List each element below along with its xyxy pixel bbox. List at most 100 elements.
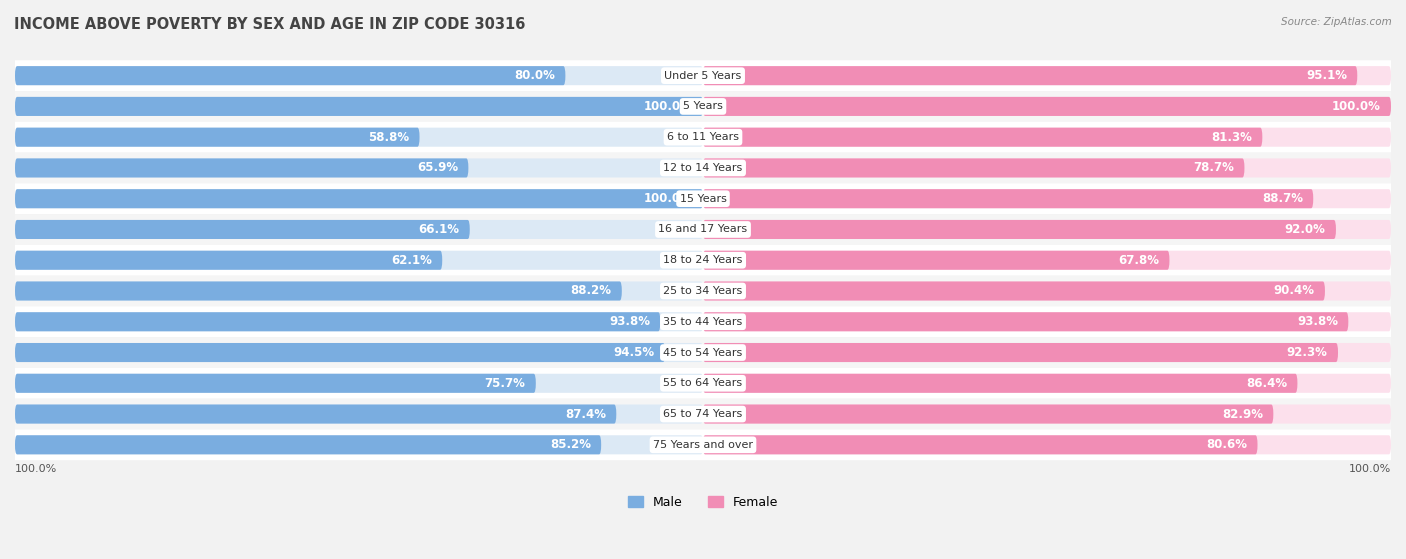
Text: 92.0%: 92.0% — [1285, 223, 1326, 236]
FancyBboxPatch shape — [703, 158, 1391, 178]
Text: 65 to 74 Years: 65 to 74 Years — [664, 409, 742, 419]
FancyBboxPatch shape — [15, 158, 468, 178]
FancyBboxPatch shape — [703, 343, 1391, 362]
FancyBboxPatch shape — [703, 435, 1391, 454]
Text: 45 to 54 Years: 45 to 54 Years — [664, 348, 742, 358]
Text: 58.8%: 58.8% — [368, 131, 409, 144]
Text: 88.2%: 88.2% — [571, 285, 612, 297]
FancyBboxPatch shape — [703, 189, 1313, 209]
Text: 85.2%: 85.2% — [550, 438, 591, 451]
FancyBboxPatch shape — [15, 343, 665, 362]
Text: 86.4%: 86.4% — [1246, 377, 1286, 390]
FancyBboxPatch shape — [15, 337, 1391, 368]
FancyBboxPatch shape — [15, 374, 536, 393]
Text: 6 to 11 Years: 6 to 11 Years — [666, 132, 740, 142]
FancyBboxPatch shape — [15, 405, 703, 424]
FancyBboxPatch shape — [15, 66, 703, 85]
FancyBboxPatch shape — [703, 250, 1170, 270]
FancyBboxPatch shape — [15, 66, 565, 85]
FancyBboxPatch shape — [703, 97, 1391, 116]
FancyBboxPatch shape — [703, 435, 1257, 454]
Text: 100.0%: 100.0% — [644, 100, 693, 113]
Text: 82.9%: 82.9% — [1222, 408, 1263, 420]
Text: 81.3%: 81.3% — [1211, 131, 1251, 144]
Text: Under 5 Years: Under 5 Years — [665, 70, 741, 80]
Text: 93.8%: 93.8% — [1296, 315, 1339, 328]
Text: Source: ZipAtlas.com: Source: ZipAtlas.com — [1281, 17, 1392, 27]
FancyBboxPatch shape — [703, 66, 1357, 85]
Text: 93.8%: 93.8% — [609, 315, 650, 328]
Legend: Male, Female: Male, Female — [623, 491, 783, 514]
FancyBboxPatch shape — [703, 97, 1391, 116]
FancyBboxPatch shape — [703, 282, 1324, 301]
FancyBboxPatch shape — [703, 66, 1391, 85]
FancyBboxPatch shape — [703, 374, 1391, 393]
FancyBboxPatch shape — [15, 435, 703, 454]
Text: 16 and 17 Years: 16 and 17 Years — [658, 225, 748, 234]
Text: 92.3%: 92.3% — [1286, 346, 1327, 359]
FancyBboxPatch shape — [703, 158, 1244, 178]
FancyBboxPatch shape — [15, 91, 1391, 122]
Text: 94.5%: 94.5% — [613, 346, 655, 359]
FancyBboxPatch shape — [703, 312, 1348, 331]
FancyBboxPatch shape — [15, 343, 703, 362]
FancyBboxPatch shape — [703, 220, 1336, 239]
FancyBboxPatch shape — [15, 312, 703, 331]
Text: 25 to 34 Years: 25 to 34 Years — [664, 286, 742, 296]
FancyBboxPatch shape — [15, 374, 703, 393]
FancyBboxPatch shape — [15, 127, 419, 146]
Text: 80.0%: 80.0% — [515, 69, 555, 82]
Text: 18 to 24 Years: 18 to 24 Years — [664, 255, 742, 265]
FancyBboxPatch shape — [15, 306, 1391, 337]
FancyBboxPatch shape — [15, 220, 470, 239]
Text: 5 Years: 5 Years — [683, 101, 723, 111]
FancyBboxPatch shape — [15, 282, 621, 301]
Text: 80.6%: 80.6% — [1206, 438, 1247, 451]
FancyBboxPatch shape — [15, 183, 1391, 214]
Text: 66.1%: 66.1% — [419, 223, 460, 236]
FancyBboxPatch shape — [703, 343, 1339, 362]
Text: 90.4%: 90.4% — [1274, 285, 1315, 297]
FancyBboxPatch shape — [15, 368, 1391, 399]
FancyBboxPatch shape — [15, 250, 703, 270]
FancyBboxPatch shape — [15, 189, 703, 209]
FancyBboxPatch shape — [15, 189, 703, 209]
Text: INCOME ABOVE POVERTY BY SEX AND AGE IN ZIP CODE 30316: INCOME ABOVE POVERTY BY SEX AND AGE IN Z… — [14, 17, 526, 32]
FancyBboxPatch shape — [703, 127, 1263, 146]
FancyBboxPatch shape — [15, 276, 1391, 306]
Text: 62.1%: 62.1% — [391, 254, 432, 267]
Text: 88.7%: 88.7% — [1263, 192, 1303, 205]
FancyBboxPatch shape — [15, 153, 1391, 183]
FancyBboxPatch shape — [15, 429, 1391, 460]
FancyBboxPatch shape — [703, 405, 1274, 424]
Text: 15 Years: 15 Years — [679, 194, 727, 203]
FancyBboxPatch shape — [15, 282, 703, 301]
FancyBboxPatch shape — [703, 189, 1391, 209]
FancyBboxPatch shape — [15, 97, 703, 116]
FancyBboxPatch shape — [15, 122, 1391, 153]
Text: 55 to 64 Years: 55 to 64 Years — [664, 378, 742, 389]
FancyBboxPatch shape — [15, 245, 1391, 276]
Text: 75 Years and over: 75 Years and over — [652, 440, 754, 450]
Text: 87.4%: 87.4% — [565, 408, 606, 420]
FancyBboxPatch shape — [703, 127, 1391, 146]
Text: 100.0%: 100.0% — [15, 464, 58, 474]
Text: 78.7%: 78.7% — [1194, 162, 1234, 174]
Text: 67.8%: 67.8% — [1118, 254, 1159, 267]
FancyBboxPatch shape — [15, 435, 602, 454]
Text: 100.0%: 100.0% — [644, 192, 693, 205]
FancyBboxPatch shape — [15, 405, 616, 424]
FancyBboxPatch shape — [15, 97, 703, 116]
FancyBboxPatch shape — [15, 399, 1391, 429]
Text: 75.7%: 75.7% — [485, 377, 526, 390]
FancyBboxPatch shape — [15, 214, 1391, 245]
FancyBboxPatch shape — [703, 250, 1391, 270]
FancyBboxPatch shape — [703, 405, 1391, 424]
FancyBboxPatch shape — [703, 282, 1391, 301]
FancyBboxPatch shape — [15, 250, 443, 270]
FancyBboxPatch shape — [703, 374, 1298, 393]
Text: 100.0%: 100.0% — [1331, 100, 1381, 113]
FancyBboxPatch shape — [15, 127, 703, 146]
FancyBboxPatch shape — [703, 220, 1391, 239]
Text: 65.9%: 65.9% — [418, 162, 458, 174]
